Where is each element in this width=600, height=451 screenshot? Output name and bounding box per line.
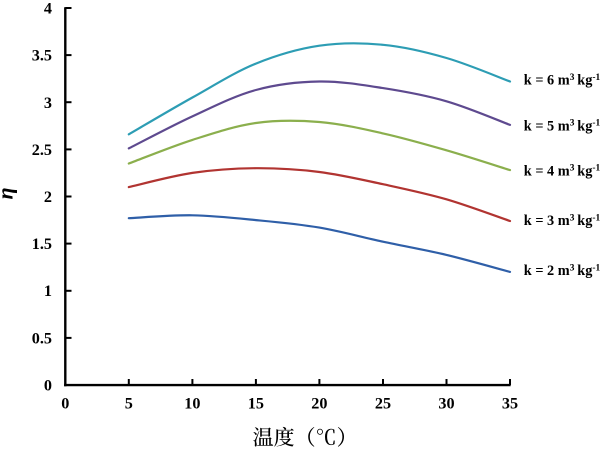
svg-text:0: 0 <box>44 377 52 395</box>
svg-text:3.5: 3.5 <box>32 47 52 65</box>
svg-text:2.5: 2.5 <box>32 141 52 159</box>
svg-text:0.5: 0.5 <box>32 329 52 347</box>
svg-text:k = 4 m3 kg-1: k = 4 m3 kg-1 <box>524 163 600 179</box>
svg-text:k = 2 m3 kg-1: k = 2 m3 kg-1 <box>524 263 600 279</box>
svg-text:η: η <box>0 187 17 199</box>
svg-text:k = 6 m3 kg-1: k = 6 m3 kg-1 <box>524 73 600 89</box>
svg-text:10: 10 <box>184 395 200 413</box>
svg-text:35: 35 <box>502 395 518 413</box>
svg-text:0: 0 <box>61 395 69 413</box>
svg-text:25: 25 <box>375 395 391 413</box>
svg-text:30: 30 <box>438 395 454 413</box>
svg-text:1: 1 <box>44 282 52 300</box>
svg-text:k = 3 m3 kg-1: k = 3 m3 kg-1 <box>524 213 600 229</box>
svg-text:3: 3 <box>44 94 52 112</box>
svg-text:1.5: 1.5 <box>32 235 52 253</box>
svg-text:2: 2 <box>44 188 52 206</box>
svg-text:4: 4 <box>44 0 52 18</box>
svg-text:k = 5 m3 kg-1: k = 5 m3 kg-1 <box>524 119 600 135</box>
svg-text:15: 15 <box>248 395 264 413</box>
svg-text:20: 20 <box>311 395 327 413</box>
svg-text:5: 5 <box>125 395 133 413</box>
